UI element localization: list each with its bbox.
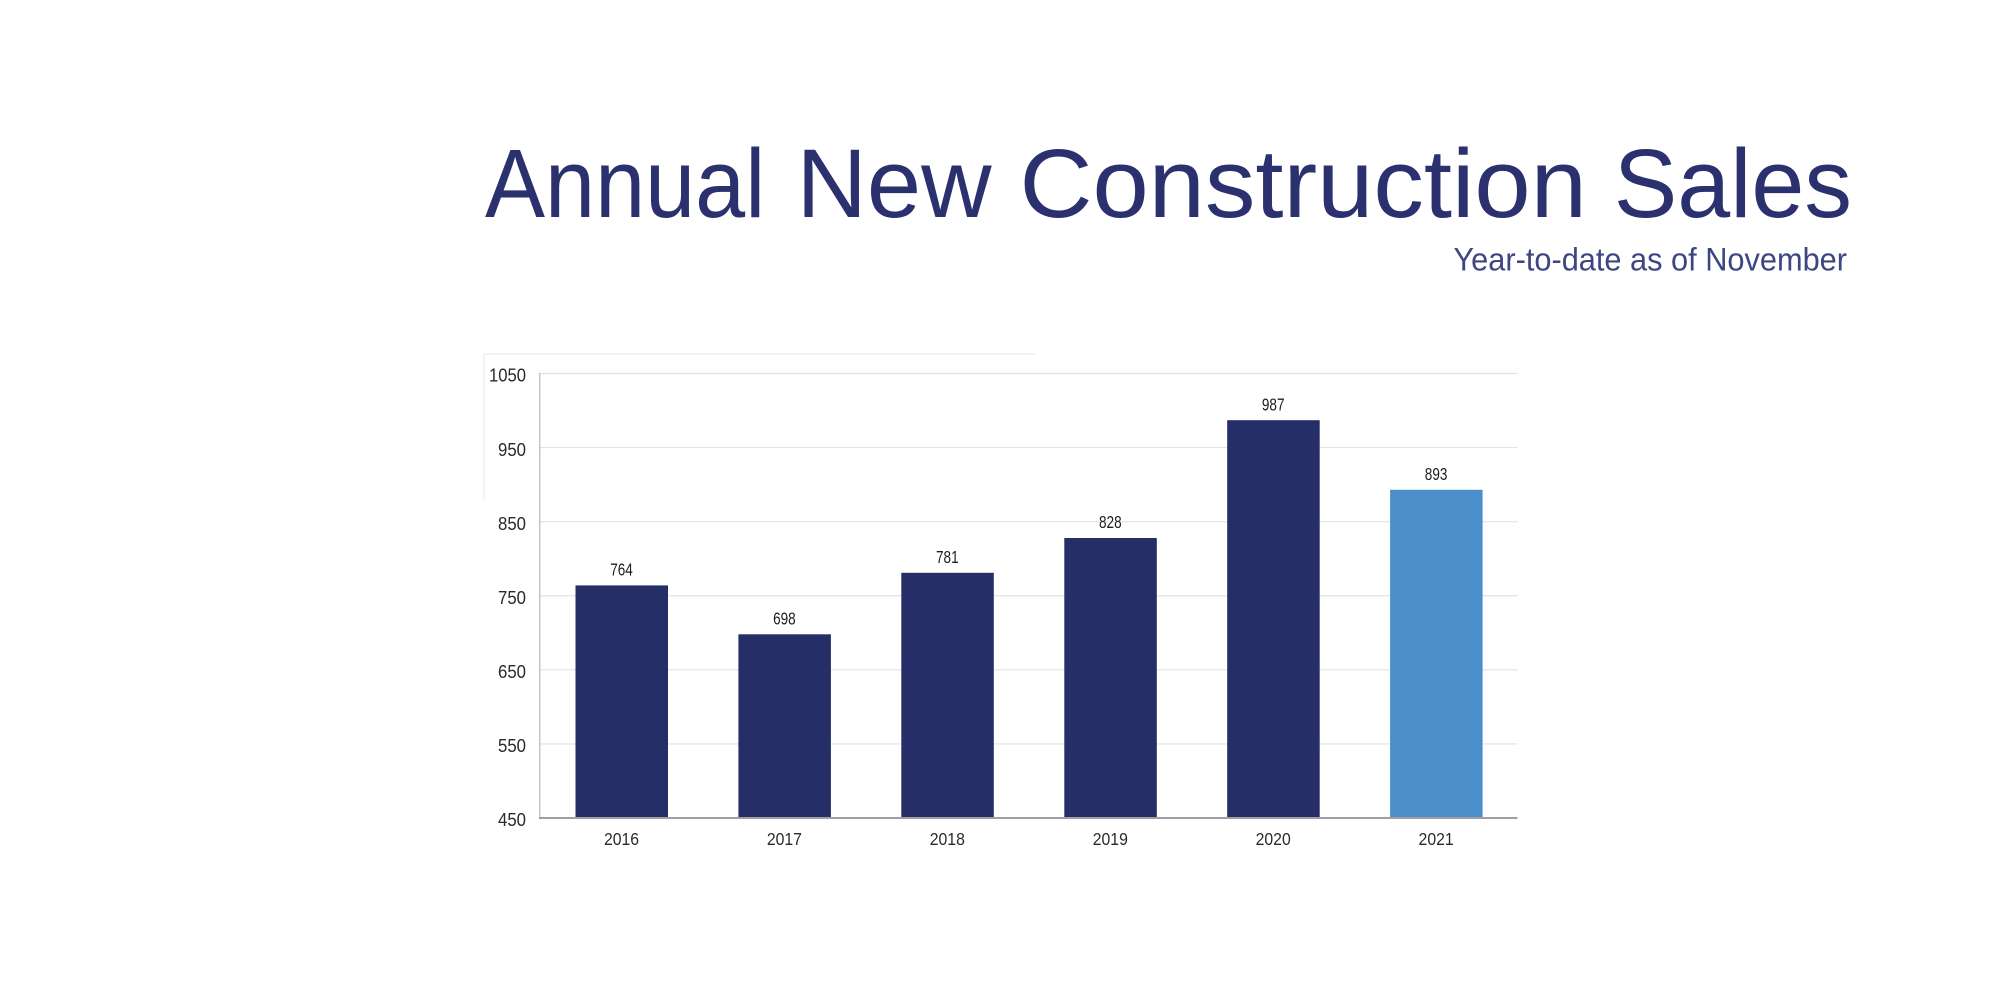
- svg-text:698: 698: [773, 609, 796, 629]
- svg-text:2016: 2016: [604, 829, 639, 849]
- svg-text:2021: 2021: [1419, 829, 1454, 849]
- svg-text:893: 893: [1425, 464, 1448, 484]
- svg-text:828: 828: [1099, 512, 1122, 532]
- svg-text:850: 850: [498, 514, 526, 534]
- svg-text:987: 987: [1262, 394, 1285, 414]
- svg-text:550: 550: [498, 736, 526, 756]
- svg-text:2017: 2017: [767, 829, 802, 849]
- svg-text:450: 450: [498, 810, 526, 830]
- svg-text:950: 950: [498, 440, 526, 460]
- svg-text:2019: 2019: [1093, 829, 1128, 849]
- svg-text:1050: 1050: [489, 366, 526, 386]
- svg-text:2018: 2018: [930, 829, 965, 849]
- svg-text:781: 781: [936, 547, 959, 567]
- svg-text:750: 750: [498, 588, 526, 608]
- svg-text:650: 650: [498, 662, 526, 682]
- svg-text:764: 764: [610, 560, 633, 580]
- svg-text:Year-to-date as of November: Year-to-date as of November: [1454, 242, 1848, 278]
- svg-text:2020: 2020: [1256, 829, 1291, 849]
